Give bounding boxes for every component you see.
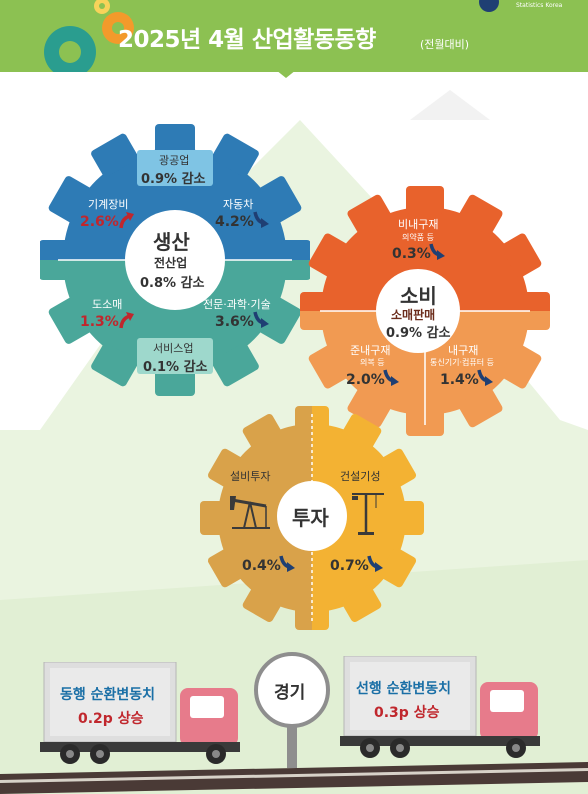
durable-sub: 통신기기·컴퓨터 등: [430, 358, 494, 367]
down-arrow-icon: [367, 555, 383, 572]
crane-icon: [352, 493, 384, 535]
header-pointer: [276, 70, 296, 78]
page-title: 2025년 4월 산업활동동향: [118, 27, 376, 53]
semidurable-sub: 의복 등: [360, 358, 385, 367]
down-arrow-icon: [383, 369, 399, 386]
wholesale-label: 도소매: [92, 298, 123, 311]
leading-label: 선행 순환변동치: [356, 681, 452, 697]
professional-label: 전문·과학·기술: [203, 298, 271, 311]
nondurable-sub: 의약품 등: [402, 233, 434, 242]
down-arrow-icon: [253, 311, 269, 328]
machinery-label: 기계장비: [88, 198, 129, 211]
org-name: Statistics Korea: [516, 2, 563, 9]
construction-value: 0.7%: [330, 558, 369, 574]
coincident-value: 0.2p 상승: [78, 711, 144, 727]
retail-total-value: 0.9% 감소: [386, 326, 451, 341]
up-arrow-icon: [119, 312, 134, 329]
down-arrow-icon: [253, 211, 269, 228]
production-gear: [40, 124, 310, 396]
leading-value: 0.3p 상승: [374, 705, 440, 721]
industry-total-label: 전산업: [154, 256, 188, 270]
road: [0, 762, 588, 794]
consumption-label: 소비: [400, 284, 437, 308]
auto-value: 4.2%: [215, 214, 254, 230]
kostat-logo-icon: [479, 0, 499, 12]
down-arrow-icon: [477, 369, 493, 386]
mining-label: 광공업: [159, 154, 190, 167]
right-truck: [340, 656, 540, 758]
down-arrow-icon: [279, 555, 295, 572]
consumption-gear: [300, 186, 550, 436]
nondurable-value: 0.3%: [392, 246, 431, 262]
facility-value: 0.4%: [242, 558, 281, 574]
gear-cluster-icon: [44, 0, 134, 72]
oil-pump-icon: [230, 496, 270, 529]
machinery-value: 2.6%: [80, 214, 119, 230]
semidurable-value: 2.0%: [346, 372, 385, 388]
production-label: 생산: [153, 230, 190, 254]
investment-label: 투자: [292, 506, 329, 530]
facility-label: 설비투자: [230, 470, 271, 483]
professional-value: 3.6%: [215, 314, 254, 330]
economy-label: 경기: [274, 683, 306, 703]
industry-total-value: 0.8% 감소: [140, 276, 205, 291]
durable-value: 1.4%: [440, 372, 479, 388]
retail-total-label: 소매판매: [391, 308, 436, 322]
durable-label: 내구재: [448, 344, 479, 357]
up-arrow-icon: [119, 212, 134, 229]
down-arrow-icon: [429, 243, 445, 260]
auto-label: 자동차: [223, 198, 254, 211]
mining-value: 0.9% 감소: [141, 172, 206, 187]
service-value: 0.1% 감소: [143, 360, 208, 375]
coincident-label: 동행 순환변동치: [60, 687, 156, 703]
economy-sign: [254, 652, 330, 768]
nondurable-label: 비내구재: [398, 218, 439, 231]
semidurable-label: 준내구재: [350, 344, 391, 357]
construction-label: 건설기성: [340, 470, 381, 483]
left-truck: [40, 662, 240, 764]
service-label: 서비스업: [153, 342, 194, 355]
page-subtitle: (전월대비): [420, 38, 470, 51]
wholesale-value: 1.3%: [80, 314, 119, 330]
